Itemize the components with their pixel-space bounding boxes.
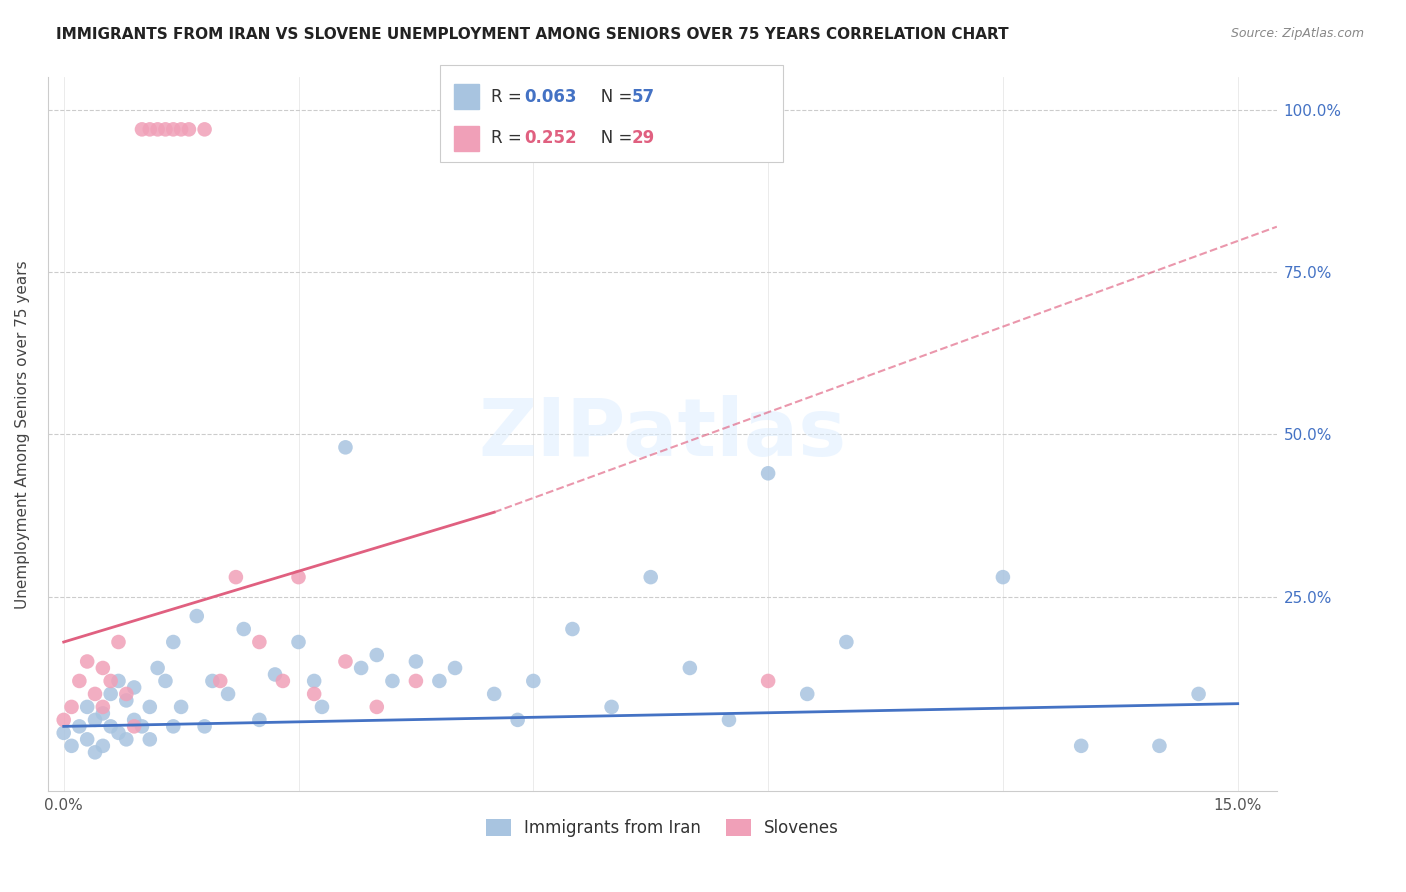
Text: R =: R = (491, 129, 527, 147)
Point (76, 699, 98, 714)
Point (84, 687, 107, 701)
Point (146, 661, 169, 675)
Text: N =: N = (585, 88, 637, 106)
Point (84, 745, 107, 759)
Text: N =: N = (585, 129, 637, 147)
Point (60, 739, 83, 753)
Point (482, 687, 505, 701)
Point (139, 122, 162, 136)
Point (366, 648, 388, 662)
Point (264, 667, 287, 681)
Point (146, 122, 169, 136)
Point (91, 706, 114, 721)
Point (247, 713, 270, 727)
Point (796, 687, 818, 701)
Point (100, 719, 122, 733)
Point (91, 661, 114, 675)
Point (107, 673, 129, 688)
Text: Source: ZipAtlas.com: Source: ZipAtlas.com (1230, 27, 1364, 40)
Point (232, 622, 254, 636)
Point (194, 719, 217, 733)
Point (271, 673, 294, 688)
Text: 57: 57 (631, 88, 654, 106)
Point (115, 693, 138, 707)
Point (131, 719, 153, 733)
Point (1187, 687, 1209, 701)
Point (756, 467, 779, 481)
Point (115, 687, 138, 701)
Y-axis label: Unemployment Among Seniors over 75 years: Unemployment Among Seniors over 75 years (15, 260, 30, 608)
Point (186, 609, 208, 624)
Point (381, 673, 404, 688)
Point (76, 655, 98, 669)
Point (217, 687, 239, 701)
Point (679, 661, 702, 675)
Text: 29: 29 (631, 129, 655, 147)
Text: ZIPatlas: ZIPatlas (478, 395, 846, 474)
Point (52, 713, 75, 727)
Point (991, 570, 1014, 584)
Text: R =: R = (491, 88, 527, 106)
Point (76, 732, 98, 747)
Point (162, 719, 184, 733)
Point (107, 635, 129, 649)
Point (561, 622, 583, 636)
Point (506, 713, 529, 727)
Point (302, 687, 325, 701)
Point (100, 687, 122, 701)
Point (522, 673, 544, 688)
Point (835, 635, 858, 649)
Point (194, 122, 217, 136)
Point (170, 122, 193, 136)
Point (139, 732, 162, 747)
Point (311, 699, 333, 714)
Point (155, 673, 177, 688)
Point (162, 635, 184, 649)
Text: IMMIGRANTS FROM IRAN VS SLOVENE UNEMPLOYMENT AMONG SENIORS OVER 75 YEARS CORRELA: IMMIGRANTS FROM IRAN VS SLOVENE UNEMPLOY… (56, 27, 1010, 42)
Point (139, 699, 162, 714)
Point (287, 570, 309, 584)
Text: 0.252: 0.252 (524, 129, 576, 147)
Point (52, 726, 75, 740)
Point (444, 661, 467, 675)
Point (67, 719, 90, 733)
Point (100, 673, 122, 688)
Point (122, 719, 145, 733)
Point (67, 673, 90, 688)
Point (640, 570, 662, 584)
Legend: Immigrants from Iran, Slovenes: Immigrants from Iran, Slovenes (479, 812, 846, 844)
Point (91, 699, 114, 714)
Text: 0.063: 0.063 (524, 88, 576, 106)
Point (335, 655, 357, 669)
Point (122, 681, 145, 695)
Point (131, 122, 153, 136)
Point (350, 661, 373, 675)
Point (756, 673, 779, 688)
Point (60, 699, 83, 714)
Point (405, 655, 427, 669)
Point (122, 713, 145, 727)
Point (107, 726, 129, 740)
Point (225, 570, 247, 584)
Point (170, 699, 193, 714)
Point (84, 713, 107, 727)
Point (115, 732, 138, 747)
Point (209, 673, 232, 688)
Point (247, 635, 270, 649)
Point (162, 122, 184, 136)
Point (155, 122, 177, 136)
Point (201, 673, 224, 688)
Point (1149, 739, 1171, 753)
Point (91, 739, 114, 753)
Point (405, 673, 427, 688)
Point (366, 699, 388, 714)
Point (600, 699, 623, 714)
Point (429, 673, 451, 688)
Point (1070, 739, 1092, 753)
Point (717, 713, 740, 727)
Point (335, 440, 357, 454)
Point (302, 673, 325, 688)
Point (287, 635, 309, 649)
Point (177, 122, 200, 136)
